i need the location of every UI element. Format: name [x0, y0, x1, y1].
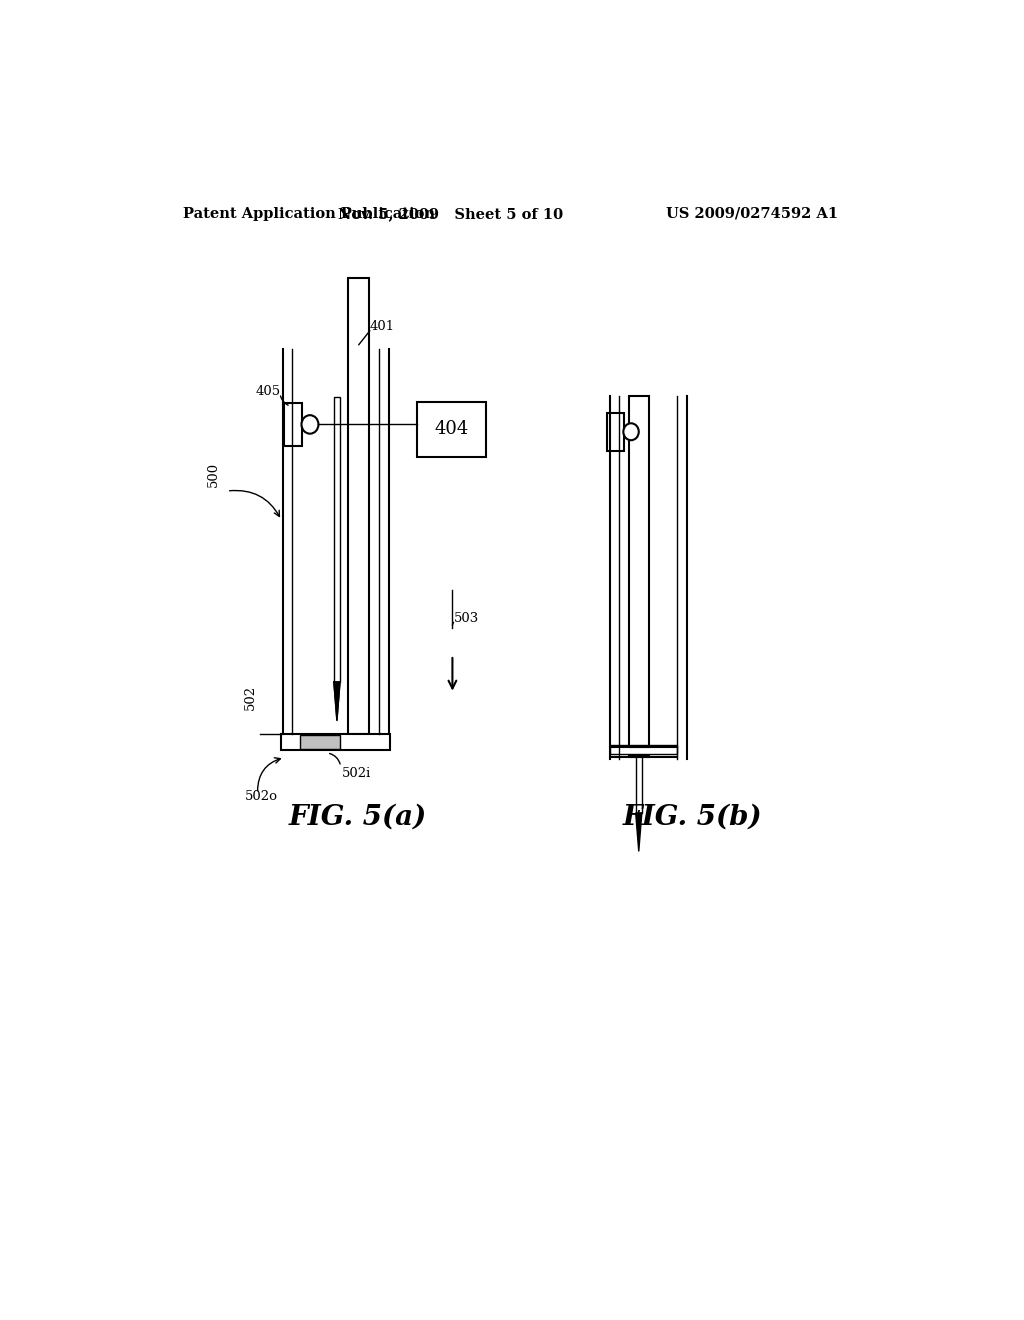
Bar — [334, 397, 340, 682]
Text: 405: 405 — [256, 385, 281, 399]
Bar — [636, 755, 642, 813]
Polygon shape — [636, 813, 642, 851]
Text: 502o: 502o — [245, 789, 278, 803]
Bar — [417, 401, 486, 457]
Text: 503: 503 — [454, 612, 479, 626]
Text: 404: 404 — [434, 421, 469, 438]
Bar — [300, 735, 340, 748]
Text: 500: 500 — [207, 462, 220, 487]
Bar — [607, 412, 625, 451]
Text: US 2009/0274592 A1: US 2009/0274592 A1 — [666, 207, 838, 220]
Bar — [282, 734, 390, 750]
Polygon shape — [334, 682, 340, 721]
Bar — [284, 404, 302, 446]
Ellipse shape — [624, 424, 639, 441]
Text: Patent Application Publication: Patent Application Publication — [183, 207, 435, 220]
Text: Nov. 5, 2009   Sheet 5 of 10: Nov. 5, 2009 Sheet 5 of 10 — [338, 207, 562, 220]
Text: FIG. 5(a): FIG. 5(a) — [289, 804, 427, 830]
Bar — [629, 396, 649, 755]
Ellipse shape — [301, 416, 318, 434]
Text: FIG. 5(b): FIG. 5(b) — [623, 804, 763, 830]
Text: 502i: 502i — [342, 767, 371, 780]
Bar — [609, 744, 677, 755]
Text: 401: 401 — [370, 319, 394, 333]
Text: 502: 502 — [244, 685, 256, 710]
Bar — [348, 277, 370, 734]
